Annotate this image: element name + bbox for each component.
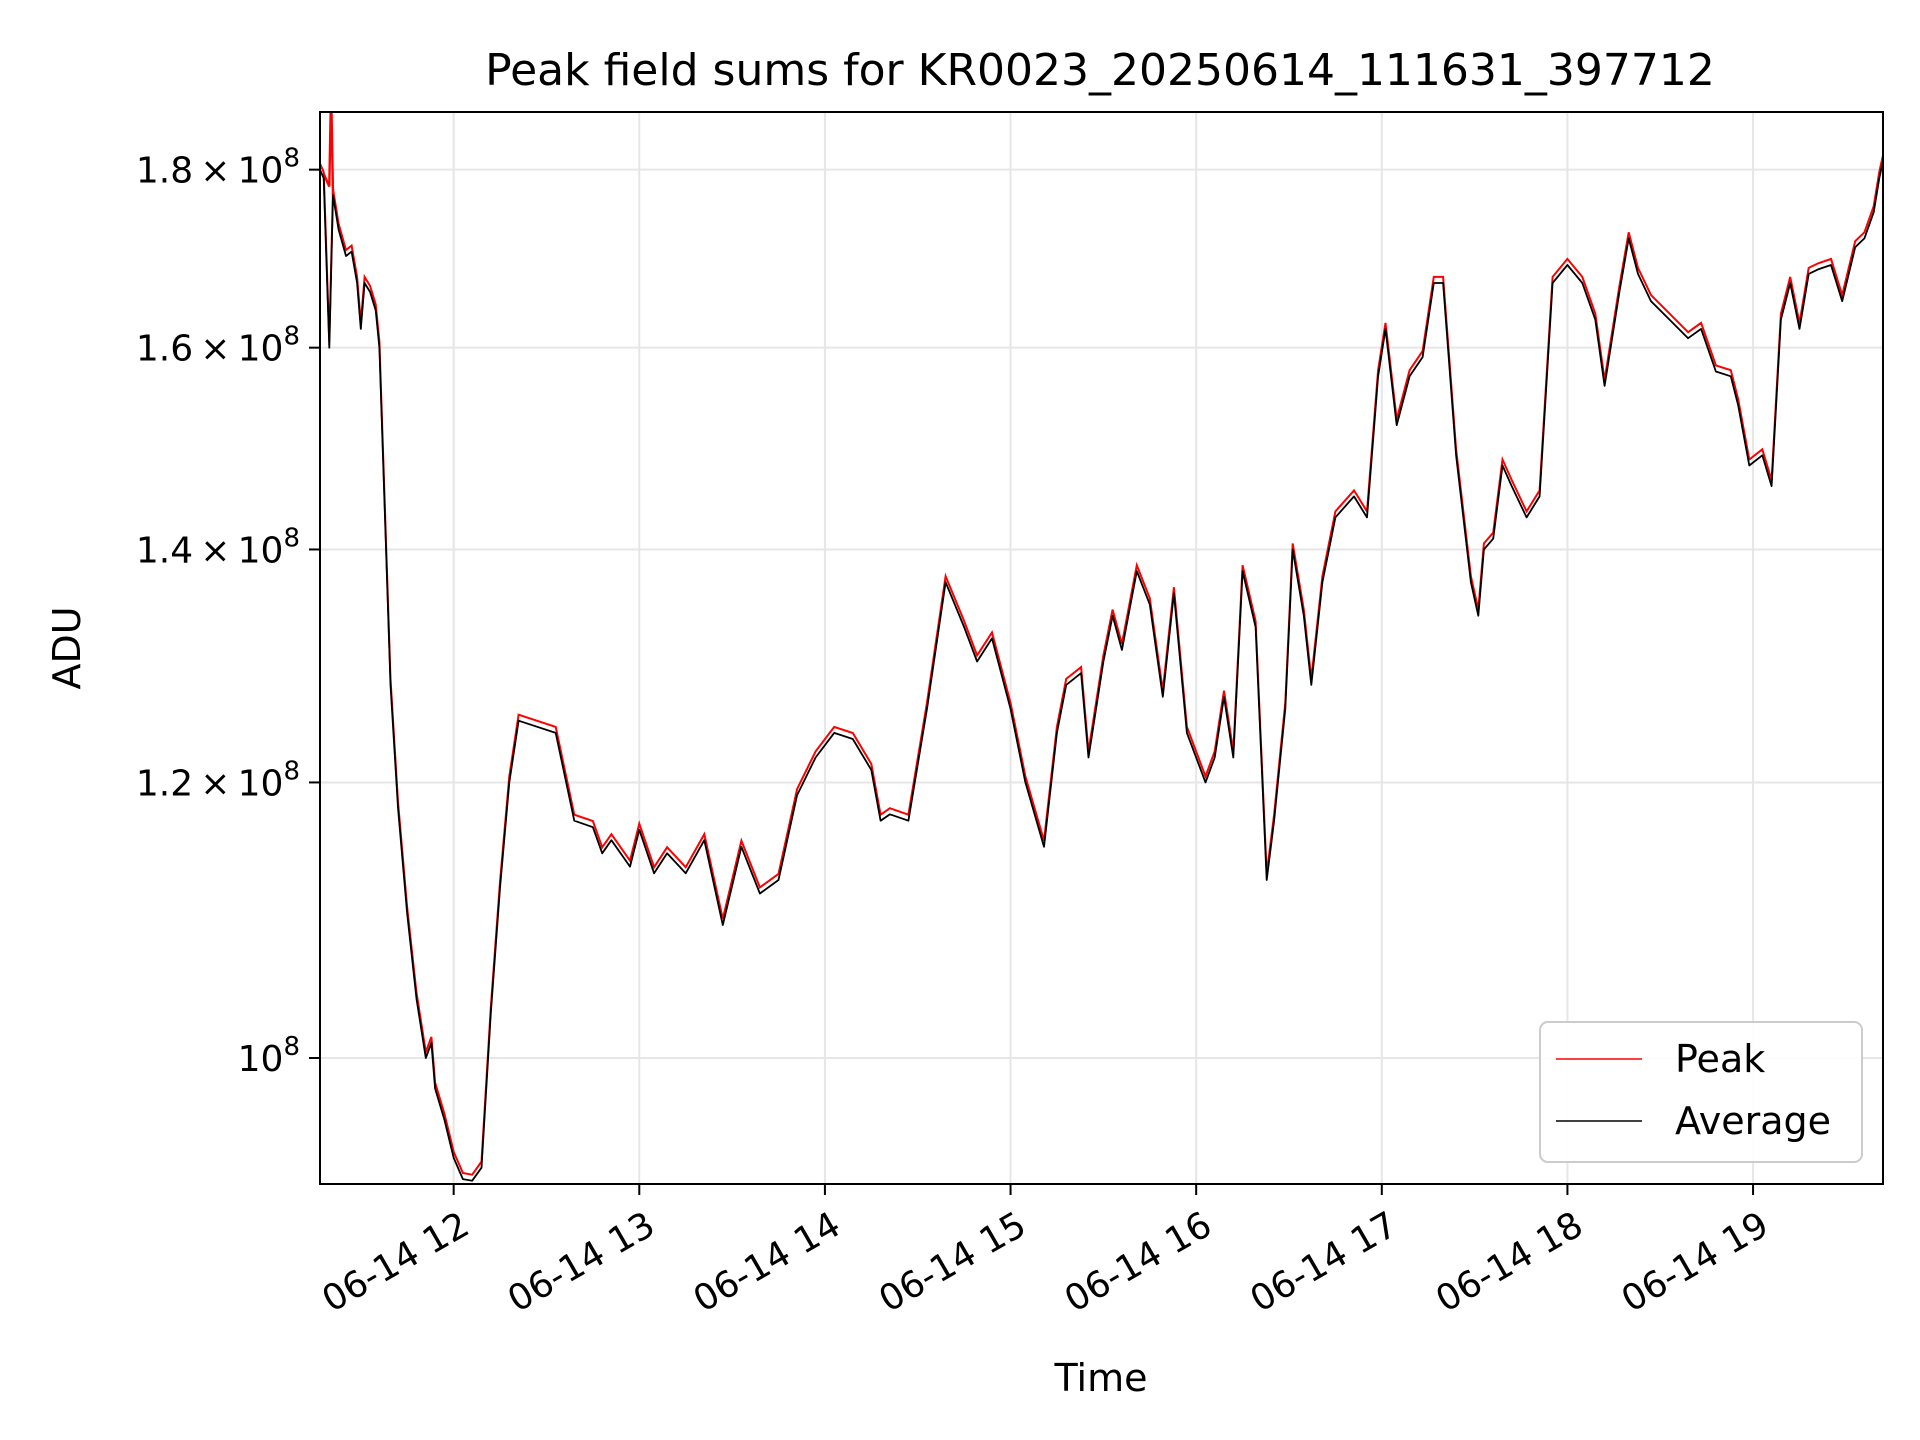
series-layer (320, 112, 1883, 1182)
chart-title: Peak field sums for KR0023_20250614_1116… (485, 45, 1715, 96)
y-tick-label: 1.2 × 108 (136, 756, 300, 804)
legend-peak-label: Peak (1675, 1037, 1765, 1081)
legend: Peak Average (1539, 1021, 1863, 1163)
plot-frame (319, 111, 1884, 1185)
grid (320, 112, 1883, 1184)
y-axis: 108 1.2 × 108 1.4 × 108 1.6 × 108 1.8 × 108 (136, 144, 320, 1080)
y-axis-label: ADU (45, 606, 89, 689)
y-tick-label: 1.8 × 108 (136, 144, 300, 192)
y-tick-label: 108 (238, 1032, 300, 1080)
series-peak-spike (322, 112, 335, 196)
legend-average-label: Average (1675, 1099, 1831, 1143)
legend-box (1539, 1021, 1863, 1163)
series-peak-line (320, 155, 1883, 1176)
y-tick-label: 1.6 × 108 (136, 322, 300, 370)
series-average-line (320, 161, 1883, 1182)
x-axis-label: Time (1054, 1356, 1148, 1400)
y-tick-label: 1.4 × 108 (136, 523, 300, 571)
